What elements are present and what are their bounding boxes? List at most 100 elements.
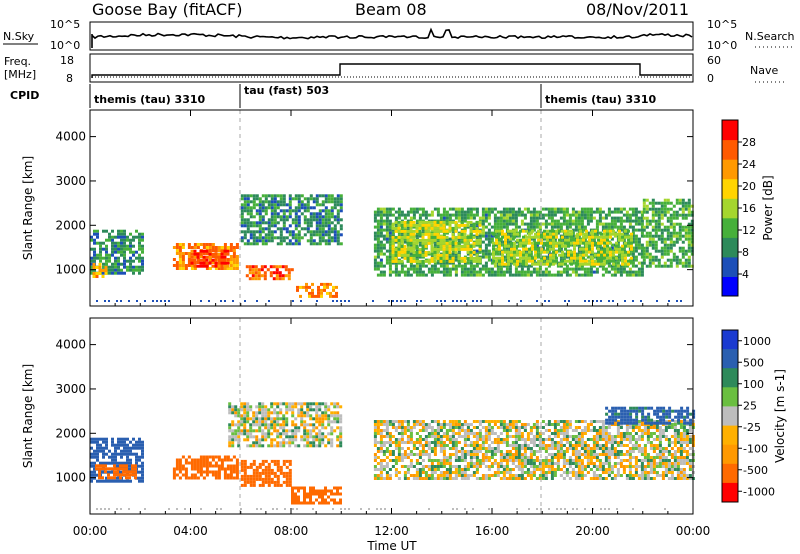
data-cell (400, 259, 404, 263)
data-cell (235, 264, 239, 267)
data-cell (466, 210, 470, 214)
data-cell (214, 246, 218, 249)
data-cell (466, 450, 470, 453)
data-cell (463, 474, 467, 477)
data-cell (282, 212, 286, 216)
data-cell (240, 432, 244, 436)
data-cell (93, 437, 96, 441)
noise-right-tick-bottom: 10^0 (707, 39, 737, 52)
data-cell (651, 213, 655, 217)
data-cell (252, 477, 256, 481)
data-cell (287, 268, 291, 272)
data-cell (654, 255, 658, 259)
data-cell (229, 476, 233, 480)
data-cell (303, 209, 307, 213)
data-cell (457, 244, 461, 248)
data-cell (394, 471, 398, 474)
data-cell (279, 242, 283, 246)
data-cell (517, 234, 521, 238)
data-cell (501, 256, 504, 260)
data-cell (564, 247, 567, 251)
data-cell (558, 253, 561, 257)
data-cell (232, 467, 236, 471)
data-cell (229, 470, 233, 474)
data-cell (326, 291, 329, 295)
data-cell (445, 264, 449, 268)
data-cell (460, 229, 464, 233)
data-cell (214, 455, 218, 459)
data-cell (379, 249, 383, 253)
data-cell (388, 477, 392, 480)
data-cell (336, 218, 340, 222)
data-cell (403, 450, 407, 453)
data-cell (564, 244, 567, 248)
data-cell (90, 238, 93, 242)
data-cell (622, 219, 626, 223)
data-cell (645, 243, 649, 247)
data-cell (681, 255, 685, 259)
data-cell (612, 262, 615, 266)
data-cell (610, 210, 614, 214)
data-cell (651, 258, 655, 262)
data-cell (382, 468, 386, 471)
data-cell (442, 474, 446, 477)
data-cell (252, 429, 256, 433)
data-cell (117, 244, 120, 248)
data-cell (126, 461, 129, 465)
data-cell (391, 253, 395, 257)
data-cell (135, 440, 138, 444)
data-cell (585, 241, 588, 245)
data-cell (117, 464, 120, 468)
data-cell (678, 249, 682, 253)
data-cell (232, 300, 234, 302)
data-cell (321, 411, 325, 415)
data-cell (463, 256, 467, 260)
data-cell (382, 270, 386, 274)
data-cell (645, 231, 649, 235)
data-cell (672, 252, 676, 256)
data-cell (269, 271, 273, 275)
data-cell (400, 435, 404, 438)
data-cell (132, 244, 135, 248)
data-cell (552, 229, 555, 233)
data-cell (178, 461, 182, 465)
data-cell (436, 438, 440, 441)
data-cell (376, 450, 380, 453)
data-cell (254, 277, 258, 281)
data-cell (513, 256, 516, 260)
data-cell (487, 258, 491, 262)
data-cell (433, 256, 437, 260)
data-cell (519, 244, 522, 248)
data-cell (249, 221, 253, 225)
data-cell (330, 411, 334, 415)
data-cell (270, 480, 274, 484)
data-cell (391, 231, 395, 235)
data-cell (439, 459, 443, 462)
data-cell (303, 486, 306, 490)
data-cell (114, 250, 117, 254)
data-cell (339, 417, 343, 421)
data-cell (472, 225, 476, 229)
data-cell (98, 269, 102, 272)
data-cell (324, 200, 328, 204)
data-cell (445, 250, 449, 254)
data-cell (373, 474, 377, 477)
data-cell (90, 440, 93, 444)
data-cell (269, 265, 273, 269)
data-cell (315, 417, 319, 421)
data-cell (223, 252, 227, 256)
data-cell (540, 235, 543, 239)
data-cell (311, 294, 314, 298)
data-cell (574, 213, 578, 217)
data-cell (315, 197, 319, 201)
data-cell (525, 253, 528, 257)
data-cell (202, 461, 206, 465)
data-cell (532, 270, 536, 274)
data-cell (373, 267, 377, 271)
data-cell (264, 197, 268, 201)
data-cell (291, 492, 294, 496)
data-cell (208, 300, 210, 302)
data-cell (478, 261, 482, 265)
data-cell (279, 411, 283, 415)
data-cell (427, 259, 431, 263)
